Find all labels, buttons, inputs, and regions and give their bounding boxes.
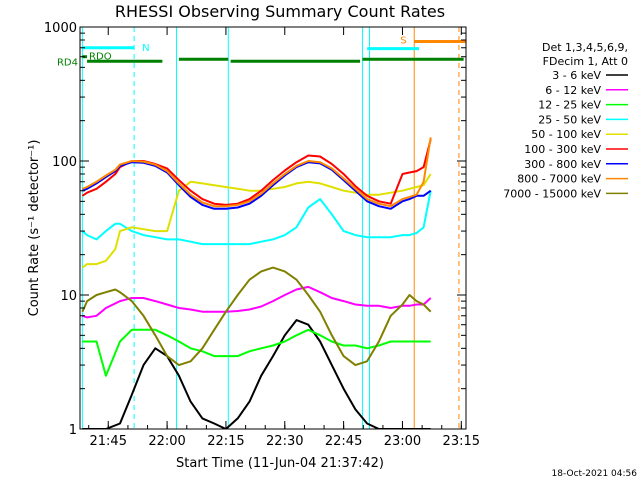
legend-label-5: 100 - 300 keV: [524, 143, 601, 156]
series-line-8: [81, 266, 432, 367]
legend-label-0: 3 - 6 keV: [552, 69, 601, 82]
legend-label-2: 12 - 25 keV: [538, 99, 601, 112]
legend-label-4: 50 - 100 keV: [531, 128, 601, 141]
annotation-label-0: N: [142, 43, 149, 54]
x-tick-label-2: 22:15: [207, 434, 244, 449]
x-tick-label-3: 22:30: [266, 434, 303, 449]
x-tick-label-4: 22:45: [325, 434, 362, 449]
x-tick-label-0: 21:45: [90, 434, 127, 449]
series-line-7: [82, 137, 432, 208]
vlines-layer: [81, 27, 460, 429]
axis-ticks: 21:45 22:00 22:15 22:30 22:45 23:00 23:15 1 10 10…: [44, 21, 480, 449]
legend-label-3: 25 - 50 keV: [538, 113, 601, 126]
annotation-label-1: RDO: [89, 52, 112, 63]
y-tick-label-3: 1000: [44, 21, 77, 36]
x-tick-label-5: 23:00: [384, 434, 421, 449]
legend-label-8: 7000 - 15000 keV: [503, 187, 601, 200]
timestamp: 18-Oct-2021 04:56: [552, 469, 638, 479]
annotation-label-7: S: [400, 35, 406, 46]
annotation-layer: N RDO RD4 S: [57, 35, 466, 68]
y-tick-label-1: 10: [60, 289, 77, 304]
legend: Det 1,3,4,5,6,9,FDecim 1, Att 03 - 6 keV…: [503, 41, 628, 200]
chart-title: RHESSI Observing Summary Count Rates: [115, 2, 445, 21]
x-axis-label: Start Time (11-Jun-04 21:37:42): [176, 456, 384, 471]
plot-frame: [79, 26, 467, 430]
series-line-6: [82, 161, 432, 210]
legend-label-1: 6 - 12 keV: [545, 84, 601, 97]
series-line-4: [81, 173, 432, 269]
legend-header-1: FDecim 1, Att 0: [543, 55, 628, 68]
y-axis-label: Count Rate (s⁻¹ detector⁻¹): [27, 140, 42, 317]
series-layer: [81, 137, 432, 429]
series-line-3: [81, 190, 432, 246]
legend-label-7: 800 - 7000 keV: [517, 173, 601, 186]
legend-header-0: Det 1,3,4,5,6,9,: [542, 41, 628, 54]
series-line-2: [82, 328, 431, 377]
series-line-1: [82, 285, 432, 319]
annotation-label-2: RD4: [57, 57, 78, 68]
legend-label-6: 300 - 800 keV: [524, 158, 601, 171]
x-tick-label-6: 23:15: [443, 434, 480, 449]
y-tick-label-2: 100: [52, 155, 77, 170]
x-tick-label-1: 22:00: [148, 434, 185, 449]
series-line-0: [82, 319, 431, 429]
y-tick-label-0: 1: [69, 423, 77, 438]
